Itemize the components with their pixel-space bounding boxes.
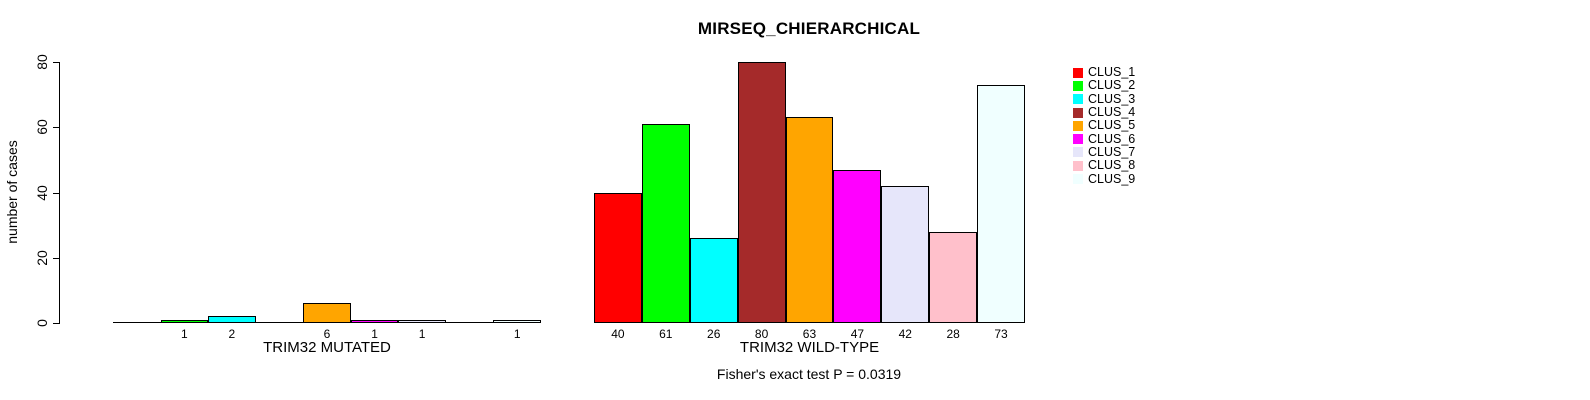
bar-value-label: 1 xyxy=(180,327,188,341)
group-label-trim32-mutated: TRIM32 MUTATED xyxy=(263,339,391,356)
legend-item: CLUS_1 xyxy=(1073,66,1135,79)
legend: CLUS_1 CLUS_2 CLUS_3 CLUS_4 CLUS_5 CLUS_6 CLUS… xyxy=(1073,66,1135,186)
bar-clus-6 xyxy=(833,169,882,323)
legend-label: CLUS_7 xyxy=(1088,144,1136,159)
bar-clus-2 xyxy=(641,123,690,323)
y-tick-mark xyxy=(53,257,59,259)
legend-swatch xyxy=(1073,94,1083,105)
bar-clus-4 xyxy=(255,322,304,323)
bar-value-label: 73 xyxy=(994,327,1008,341)
legend-swatch xyxy=(1073,147,1083,158)
bar-value-label: 80 xyxy=(754,327,769,341)
legend-label: CLUS_5 xyxy=(1088,118,1136,133)
legend-item: CLUS_4 xyxy=(1073,106,1135,119)
bar-value-label: 6 xyxy=(323,327,331,341)
bar-value-label: 61 xyxy=(659,327,673,341)
legend-label: CLUS_2 xyxy=(1088,78,1136,93)
y-tick-label: 40 xyxy=(34,184,50,201)
legend-label: CLUS_6 xyxy=(1088,131,1136,146)
bar-clus-4 xyxy=(737,62,786,323)
y-tick-mark xyxy=(53,323,59,324)
bar-value-label: 63 xyxy=(802,327,817,341)
bar-value-label: 47 xyxy=(850,327,865,341)
legend-label: CLUS_9 xyxy=(1088,171,1136,186)
bar-clus-5 xyxy=(303,303,351,323)
y-tick-mark xyxy=(53,192,59,194)
y-tick-label: 80 xyxy=(34,54,50,70)
bar-clus-2 xyxy=(160,319,209,323)
legend-label: CLUS_8 xyxy=(1088,158,1136,173)
bar-clus-3 xyxy=(689,238,738,323)
bar-clus-9 xyxy=(493,319,541,323)
legend-swatch xyxy=(1073,160,1083,171)
bar-value-label: 1 xyxy=(371,327,378,341)
bar-value-label: 2 xyxy=(228,327,236,341)
legend-swatch xyxy=(1073,107,1083,118)
y-tick-label: 20 xyxy=(34,249,50,266)
legend-swatch xyxy=(1073,80,1083,91)
legend-swatch xyxy=(1073,120,1083,131)
bar-value-label: 26 xyxy=(707,327,721,341)
legend-swatch xyxy=(1073,174,1083,185)
bar-value-label: 42 xyxy=(898,327,912,341)
bar-clus-7 xyxy=(398,319,446,323)
legend-label: CLUS_3 xyxy=(1088,91,1136,106)
legend-swatch xyxy=(1073,67,1083,78)
annotation-fisher-test: Fisher's exact test P = 0.0319 xyxy=(716,366,902,382)
y-tick-label: 0 xyxy=(34,319,50,327)
bar-clus-8 xyxy=(929,231,978,323)
bar-clus-9 xyxy=(977,84,1025,323)
bar-clus-1 xyxy=(594,192,642,323)
bar-value-label: 1 xyxy=(513,327,521,341)
group-label-trim32-wild-type: TRIM32 WILD-TYPE xyxy=(739,339,880,356)
y-tick-label: 60 xyxy=(34,119,50,136)
legend-swatch xyxy=(1073,134,1083,145)
bar-clus-5 xyxy=(785,117,834,323)
y-axis-line xyxy=(59,62,60,324)
chart-title: MIRSEQ_CHIERARCHICAL xyxy=(697,19,921,38)
y-tick-mark xyxy=(53,127,59,129)
legend-label: CLUS_1 xyxy=(1088,65,1136,80)
legend-item: CLUS_3 xyxy=(1073,91,1136,106)
legend-item: CLUS_2 xyxy=(1073,79,1135,92)
bar-value-label: 40 xyxy=(611,327,625,341)
legend-item: CLUS_9 xyxy=(1073,172,1135,185)
bar-value-label: 28 xyxy=(946,327,960,341)
legend-item: CLUS_8 xyxy=(1073,159,1135,172)
bar-value-label: 1 xyxy=(418,327,426,341)
legend-label: CLUS_4 xyxy=(1088,105,1136,120)
y-axis-title: number of cases xyxy=(4,140,20,244)
bar-clus-6 xyxy=(350,319,399,323)
bar-clus-7 xyxy=(881,185,930,323)
y-tick-mark xyxy=(53,62,59,63)
bar-clus-1 xyxy=(113,322,161,323)
legend-item: CLUS_6 xyxy=(1073,132,1135,145)
bar-clus-3 xyxy=(208,316,256,323)
legend-item: CLUS_5 xyxy=(1073,119,1135,132)
bar-clus-8 xyxy=(445,322,494,323)
legend-item: CLUS_7 xyxy=(1073,144,1136,159)
